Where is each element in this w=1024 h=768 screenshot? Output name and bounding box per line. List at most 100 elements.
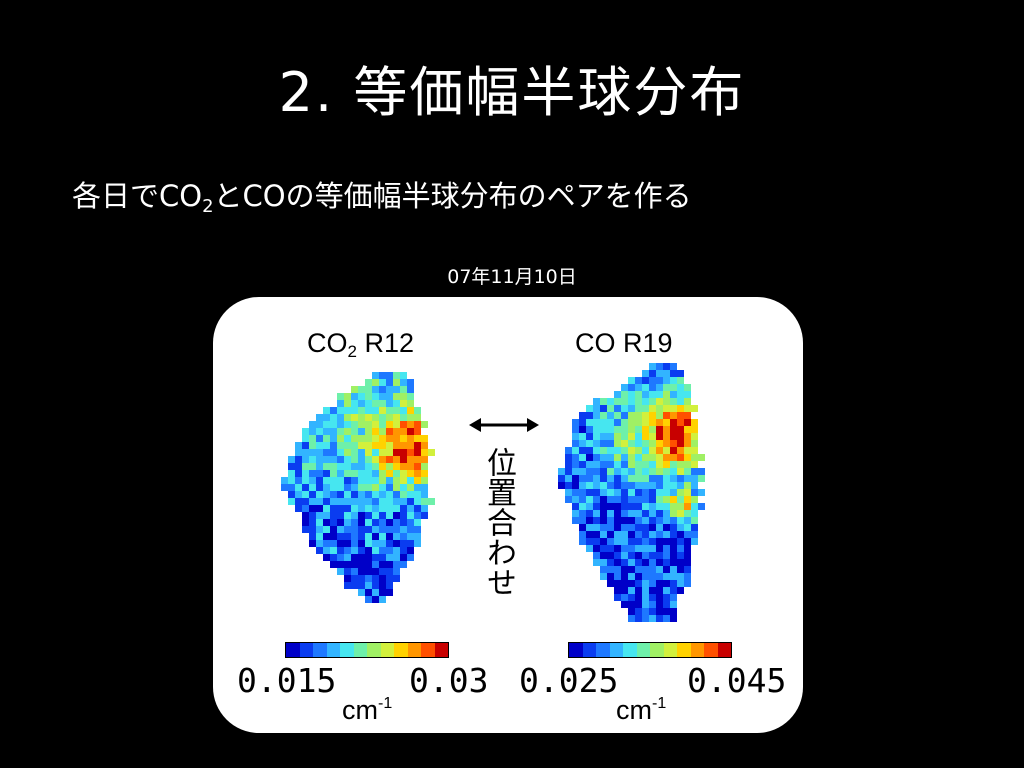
map-pixel bbox=[642, 608, 649, 615]
map-pixel bbox=[670, 426, 677, 433]
map-pixel bbox=[649, 559, 656, 566]
map-pixel bbox=[358, 456, 365, 463]
map-pixel bbox=[586, 489, 593, 496]
map-pixel bbox=[344, 582, 351, 589]
map-pixel bbox=[607, 475, 614, 482]
map-pixel bbox=[642, 552, 649, 559]
map-pixel bbox=[365, 491, 372, 498]
map-pixel bbox=[600, 440, 607, 447]
map-pixel bbox=[358, 421, 365, 428]
map-pixel bbox=[414, 512, 421, 519]
map-pixel bbox=[614, 426, 621, 433]
map-pixel bbox=[288, 491, 295, 498]
map-pixel bbox=[642, 405, 649, 412]
map-pixel bbox=[642, 573, 649, 580]
map-pixel bbox=[379, 596, 386, 603]
map-pixel bbox=[572, 475, 579, 482]
map-pixel bbox=[663, 384, 670, 391]
map-pixel bbox=[635, 398, 642, 405]
map-pixel bbox=[316, 449, 323, 456]
map-pixel bbox=[365, 463, 372, 470]
map-pixel bbox=[414, 526, 421, 533]
map-pixel bbox=[372, 456, 379, 463]
map-pixel bbox=[393, 575, 400, 582]
map-pixel bbox=[684, 384, 691, 391]
map-pixel bbox=[323, 491, 330, 498]
map-pixel bbox=[372, 428, 379, 435]
map-pixel bbox=[365, 428, 372, 435]
map-pixel bbox=[677, 440, 684, 447]
map-pixel bbox=[670, 363, 677, 370]
map-pixel bbox=[344, 568, 351, 575]
map-pixel bbox=[649, 587, 656, 594]
map-pixel bbox=[649, 468, 656, 475]
map-pixel bbox=[414, 414, 421, 421]
map-pixel bbox=[684, 412, 691, 419]
map-pixel bbox=[656, 517, 663, 524]
map-pixel bbox=[400, 484, 407, 491]
map-pixel bbox=[393, 421, 400, 428]
map-pixel bbox=[684, 510, 691, 517]
map-pixel bbox=[323, 477, 330, 484]
map-pixel bbox=[379, 393, 386, 400]
map-pixel bbox=[600, 496, 607, 503]
map-pixel bbox=[379, 435, 386, 442]
map-pixel bbox=[386, 456, 393, 463]
map-pixel bbox=[635, 384, 642, 391]
map-pixel bbox=[635, 412, 642, 419]
map-pixel bbox=[628, 545, 635, 552]
map-pixel bbox=[684, 454, 691, 461]
map-pixel bbox=[358, 526, 365, 533]
map-pixel bbox=[642, 489, 649, 496]
map-pixel bbox=[400, 505, 407, 512]
map-pixel bbox=[670, 615, 677, 622]
map-pixel bbox=[677, 559, 684, 566]
map-pixel bbox=[323, 484, 330, 491]
map-pixel bbox=[407, 442, 414, 449]
map-pixel bbox=[379, 491, 386, 498]
map-pixel bbox=[379, 449, 386, 456]
map-pixel bbox=[663, 363, 670, 370]
map-pixel bbox=[614, 468, 621, 475]
map-pixel bbox=[635, 440, 642, 447]
colorbar-swatch bbox=[650, 643, 664, 657]
map-pixel bbox=[316, 456, 323, 463]
map-pixel bbox=[586, 447, 593, 454]
map-pixel bbox=[586, 496, 593, 503]
map-pixel bbox=[379, 463, 386, 470]
map-pixel bbox=[407, 379, 414, 386]
map-pixel bbox=[691, 405, 698, 412]
map-pixel bbox=[579, 440, 586, 447]
map-pixel bbox=[600, 405, 607, 412]
map-pixel bbox=[607, 531, 614, 538]
map-pixel bbox=[670, 545, 677, 552]
map-pixel bbox=[656, 538, 663, 545]
map-pixel bbox=[386, 463, 393, 470]
map-pixel bbox=[614, 573, 621, 580]
map-pixel bbox=[593, 482, 600, 489]
map-pixel bbox=[614, 454, 621, 461]
map-pixel bbox=[635, 594, 642, 601]
map-pixel bbox=[365, 561, 372, 568]
map-pixel bbox=[600, 566, 607, 573]
map-pixel bbox=[337, 407, 344, 414]
map-pixel bbox=[400, 554, 407, 561]
map-pixel bbox=[663, 454, 670, 461]
map-pixel bbox=[579, 503, 586, 510]
map-pixel bbox=[642, 440, 649, 447]
map-pixel bbox=[635, 496, 642, 503]
map-pixel bbox=[656, 552, 663, 559]
map-pixel bbox=[621, 566, 628, 573]
map-pixel bbox=[649, 433, 656, 440]
map-pixel bbox=[344, 554, 351, 561]
map-pixel bbox=[316, 477, 323, 484]
map-pixel bbox=[379, 547, 386, 554]
map-pixel bbox=[642, 496, 649, 503]
map-pixel bbox=[344, 547, 351, 554]
map-pixel bbox=[670, 587, 677, 594]
colorbar-swatch bbox=[609, 643, 623, 657]
map-pixel bbox=[400, 421, 407, 428]
map-pixel bbox=[428, 498, 435, 505]
map-pixel bbox=[337, 526, 344, 533]
map-pixel bbox=[323, 519, 330, 526]
